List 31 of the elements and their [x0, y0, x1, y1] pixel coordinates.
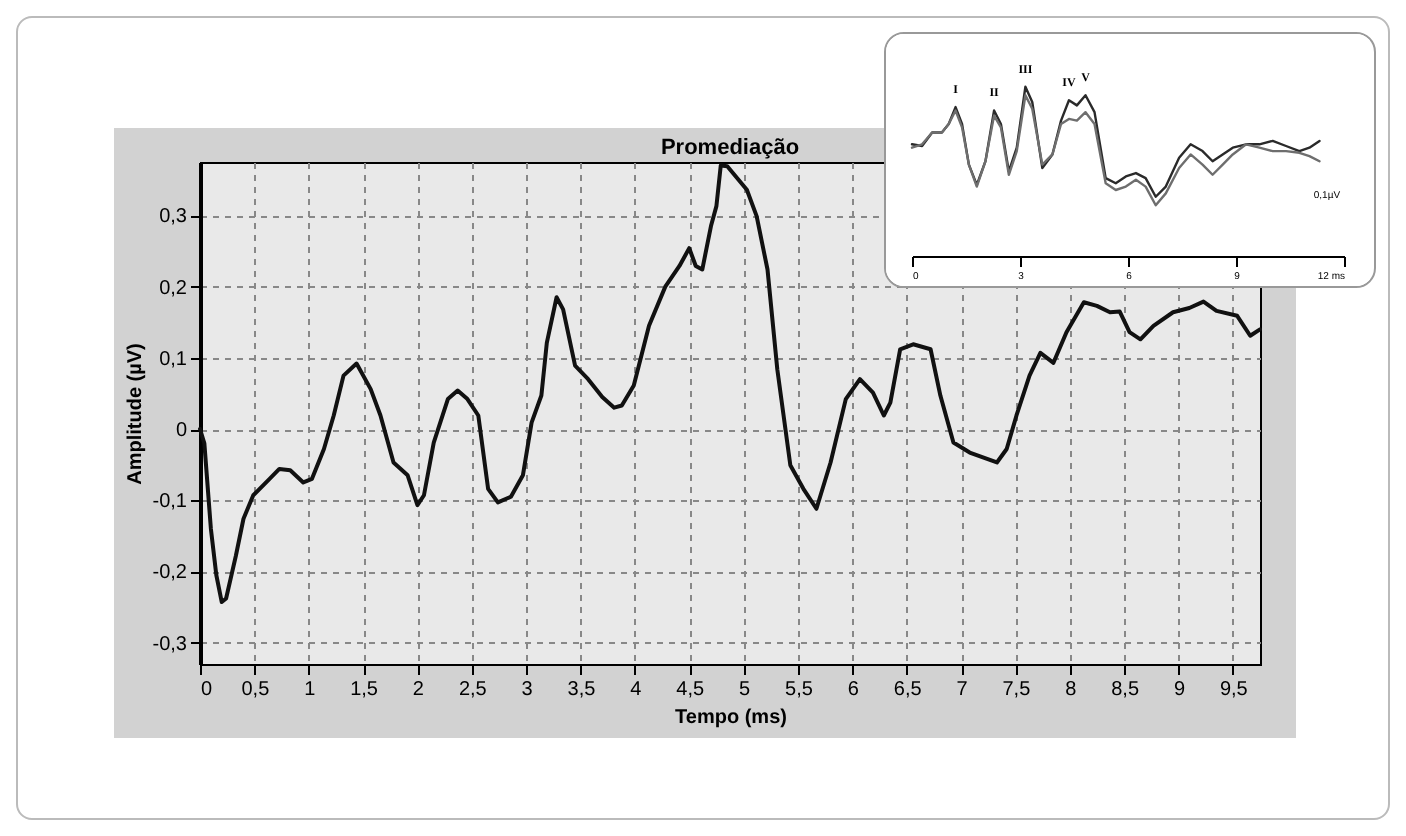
x-tick-label: 7: [956, 679, 969, 701]
x-tick-label: 4,5: [676, 679, 705, 701]
x-tick-label: 4: [630, 679, 643, 701]
y-tick-label: -0,2: [152, 562, 188, 585]
x-tick-label: 8,5: [1111, 679, 1140, 701]
y-tick-label: -0,3: [152, 633, 188, 656]
x-tick-label: 9: [1173, 679, 1186, 701]
x-tick-label: 2: [412, 679, 425, 701]
x-tick-label: 6: [847, 679, 860, 701]
x-tick-label: 7,5: [1002, 679, 1032, 701]
y-tick-label: 0,3: [159, 206, 188, 229]
x-tick-label: 8: [1065, 679, 1078, 701]
chart-title: Promediação: [660, 136, 800, 160]
x-axis-title: Tempo (ms): [675, 707, 787, 729]
x-tick-label: 1: [304, 679, 317, 701]
x-tick-label: 2,5: [458, 679, 488, 701]
x-tick-label: 1,5: [350, 679, 379, 701]
x-tick-label: 3: [521, 679, 534, 701]
y-tick-label: 0,1: [159, 348, 188, 371]
y-tick-label: 0: [175, 420, 188, 443]
y-tick-label: -0,1: [152, 491, 188, 514]
x-tick-label: 6,5: [893, 679, 923, 701]
y-tick-label: 0,2: [159, 277, 188, 300]
x-tick-label: 0,5: [241, 679, 271, 701]
x-tick-label: 0: [201, 679, 213, 701]
x-tick-label: 9,5: [1219, 679, 1249, 701]
y-axis-title: Amplitude (µV): [124, 343, 147, 485]
x-tick-label: 5,5: [785, 679, 814, 701]
x-tick-label: 5: [739, 679, 752, 701]
line-series: [198, 163, 1262, 605]
x-tick-label: 3,5: [567, 679, 597, 701]
